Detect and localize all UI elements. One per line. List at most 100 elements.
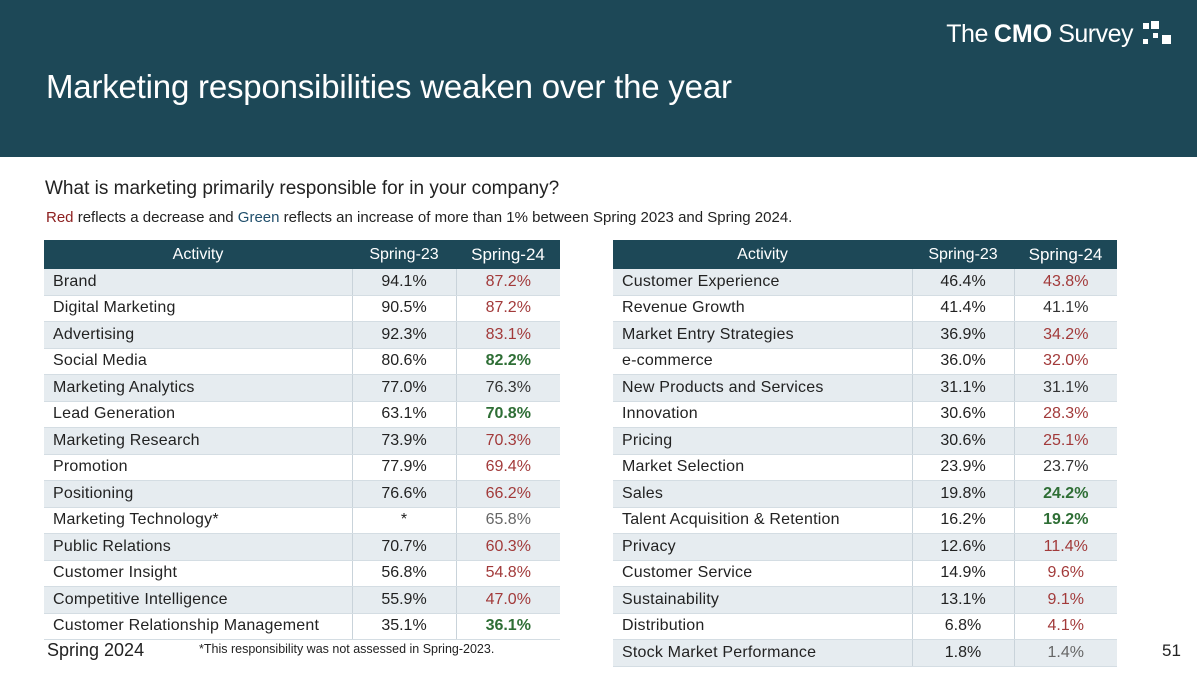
activity-cell: Customer Relationship Management xyxy=(44,613,352,640)
table-header-row: Activity Spring-23 Spring-24 xyxy=(44,240,560,269)
spring23-cell: 6.8% xyxy=(911,613,1014,640)
table-row: Marketing Research 73.9% 70.3% xyxy=(44,427,560,455)
spring24-cell: 47.0% xyxy=(455,586,560,614)
activity-cell: Innovation xyxy=(613,401,912,428)
table-header-row: Activity Spring-23 Spring-24 xyxy=(613,240,1117,269)
spring23-cell: 35.1% xyxy=(351,613,456,640)
brand-post: Survey xyxy=(1058,20,1133,48)
spring24-cell: 31.1% xyxy=(1013,374,1117,402)
spring23-cell: * xyxy=(351,507,456,534)
spring24-cell: 83.1% xyxy=(455,321,560,349)
table-row: Revenue Growth 41.4% 41.1% xyxy=(613,295,1117,322)
spring23-cell: 13.1% xyxy=(911,586,1014,614)
table-row: Social Media 80.6% 82.2% xyxy=(44,348,560,375)
table-row: Customer Experience 46.4% 43.8% xyxy=(613,269,1117,296)
table-row: Innovation 30.6% 28.3% xyxy=(613,401,1117,428)
spring24-cell: 36.1% xyxy=(455,613,560,640)
spring23-cell: 1.8% xyxy=(911,639,1014,667)
spring23-cell: 92.3% xyxy=(351,321,456,349)
spring23-cell: 19.8% xyxy=(911,480,1014,508)
spring23-cell: 94.1% xyxy=(351,269,456,296)
legend-mid-text: reflects a decrease and xyxy=(73,209,238,226)
table-row: Sales 19.8% 24.2% xyxy=(613,480,1117,508)
spring23-cell: 56.8% xyxy=(351,560,456,587)
column-header-spring24: Spring-24 xyxy=(1014,240,1117,269)
brand-pre: The xyxy=(946,20,988,48)
spring23-cell: 90.5% xyxy=(351,295,456,322)
legend-green-word: Green xyxy=(237,209,280,226)
spring24-cell: 41.1% xyxy=(1013,295,1117,322)
spring23-cell: 30.6% xyxy=(911,427,1014,455)
spring23-cell: 73.9% xyxy=(351,427,456,455)
spring23-cell: 14.9% xyxy=(911,560,1014,587)
spring24-cell: 23.7% xyxy=(1013,454,1117,481)
responsibility-table-right: Activity Spring-23 Spring-24 Customer Ex… xyxy=(613,240,1117,667)
table-row: Talent Acquisition & Retention 16.2% 19.2% xyxy=(613,507,1117,534)
table-row: Marketing Technology* * 65.8% xyxy=(44,507,560,534)
spring24-cell: 9.6% xyxy=(1013,560,1117,587)
activity-cell: Pricing xyxy=(613,427,912,455)
spring24-cell: 87.2% xyxy=(455,295,560,322)
legend-end-text: reflects an increase of more than 1% bet… xyxy=(279,209,793,226)
spring24-cell: 34.2% xyxy=(1013,321,1117,349)
activity-cell: Distribution xyxy=(613,613,912,640)
spring24-cell: 65.8% xyxy=(455,507,560,534)
activity-cell: Marketing Research xyxy=(44,427,352,455)
activity-cell: Market Entry Strategies xyxy=(613,321,912,349)
cmo-survey-logo: The CMO Survey xyxy=(946,20,1173,49)
activity-cell: New Products and Services xyxy=(613,374,912,402)
activity-cell: Lead Generation xyxy=(44,401,352,428)
spring24-cell: 1.4% xyxy=(1013,639,1117,667)
activity-cell: Social Media xyxy=(44,348,352,375)
activity-cell: Brand xyxy=(44,269,352,296)
spring23-cell: 31.1% xyxy=(911,374,1014,402)
activity-cell: Talent Acquisition & Retention xyxy=(613,507,912,534)
table-row: Positioning 76.6% 66.2% xyxy=(44,480,560,508)
table-row: Brand 94.1% 87.2% xyxy=(44,269,560,296)
spring24-cell: 43.8% xyxy=(1013,269,1117,296)
spring23-cell: 36.0% xyxy=(911,348,1014,375)
activity-cell: Public Relations xyxy=(44,533,352,561)
table-row: Customer Service 14.9% 9.6% xyxy=(613,560,1117,587)
spring23-cell: 12.6% xyxy=(911,533,1014,561)
spring24-cell: 54.8% xyxy=(455,560,560,587)
table-row: Customer Insight 56.8% 54.8% xyxy=(44,560,560,587)
activity-cell: Market Selection xyxy=(613,454,912,481)
page-title: Marketing responsibilities weaken over t… xyxy=(46,68,732,105)
spring23-cell: 76.6% xyxy=(351,480,456,508)
spring24-cell: 32.0% xyxy=(1013,348,1117,375)
spring23-cell: 16.2% xyxy=(911,507,1014,534)
spring24-cell: 28.3% xyxy=(1013,401,1117,428)
spring24-cell: 4.1% xyxy=(1013,613,1117,640)
activity-cell: Stock Market Performance xyxy=(613,639,912,667)
spring23-cell: 77.0% xyxy=(351,374,456,402)
table-row: Market Entry Strategies 36.9% 34.2% xyxy=(613,321,1117,349)
table-row: Privacy 12.6% 11.4% xyxy=(613,533,1117,561)
table-row: Stock Market Performance 1.8% 1.4% xyxy=(613,639,1117,667)
spring24-cell: 69.4% xyxy=(455,454,560,481)
activity-cell: Customer Insight xyxy=(44,560,352,587)
color-legend-note: Red reflects a decrease and Green reflec… xyxy=(46,209,792,226)
table-row: Advertising 92.3% 83.1% xyxy=(44,321,560,349)
spring23-cell: 36.9% xyxy=(911,321,1014,349)
spring23-cell: 23.9% xyxy=(911,454,1014,481)
spring23-cell: 63.1% xyxy=(351,401,456,428)
table-row: Marketing Analytics 77.0% 76.3% xyxy=(44,374,560,402)
column-header-activity: Activity xyxy=(613,240,912,269)
column-header-spring24: Spring-24 xyxy=(456,240,560,269)
spring23-cell: 46.4% xyxy=(911,269,1014,296)
spring23-cell: 70.7% xyxy=(351,533,456,561)
spring24-cell: 87.2% xyxy=(455,269,560,296)
table-row: Lead Generation 63.1% 70.8% xyxy=(44,401,560,428)
spring23-cell: 41.4% xyxy=(911,295,1014,322)
spring24-cell: 24.2% xyxy=(1013,480,1117,508)
spring24-cell: 19.2% xyxy=(1013,507,1117,534)
survey-date: Spring 2024 xyxy=(47,640,145,660)
table-row: e-commerce 36.0% 32.0% xyxy=(613,348,1117,375)
activity-cell: Privacy xyxy=(613,533,912,561)
spring23-cell: 77.9% xyxy=(351,454,456,481)
spring24-cell: 25.1% xyxy=(1013,427,1117,455)
table-row: New Products and Services 31.1% 31.1% xyxy=(613,374,1117,402)
table-row: Distribution 6.8% 4.1% xyxy=(613,613,1117,640)
spring24-cell: 11.4% xyxy=(1013,533,1117,561)
